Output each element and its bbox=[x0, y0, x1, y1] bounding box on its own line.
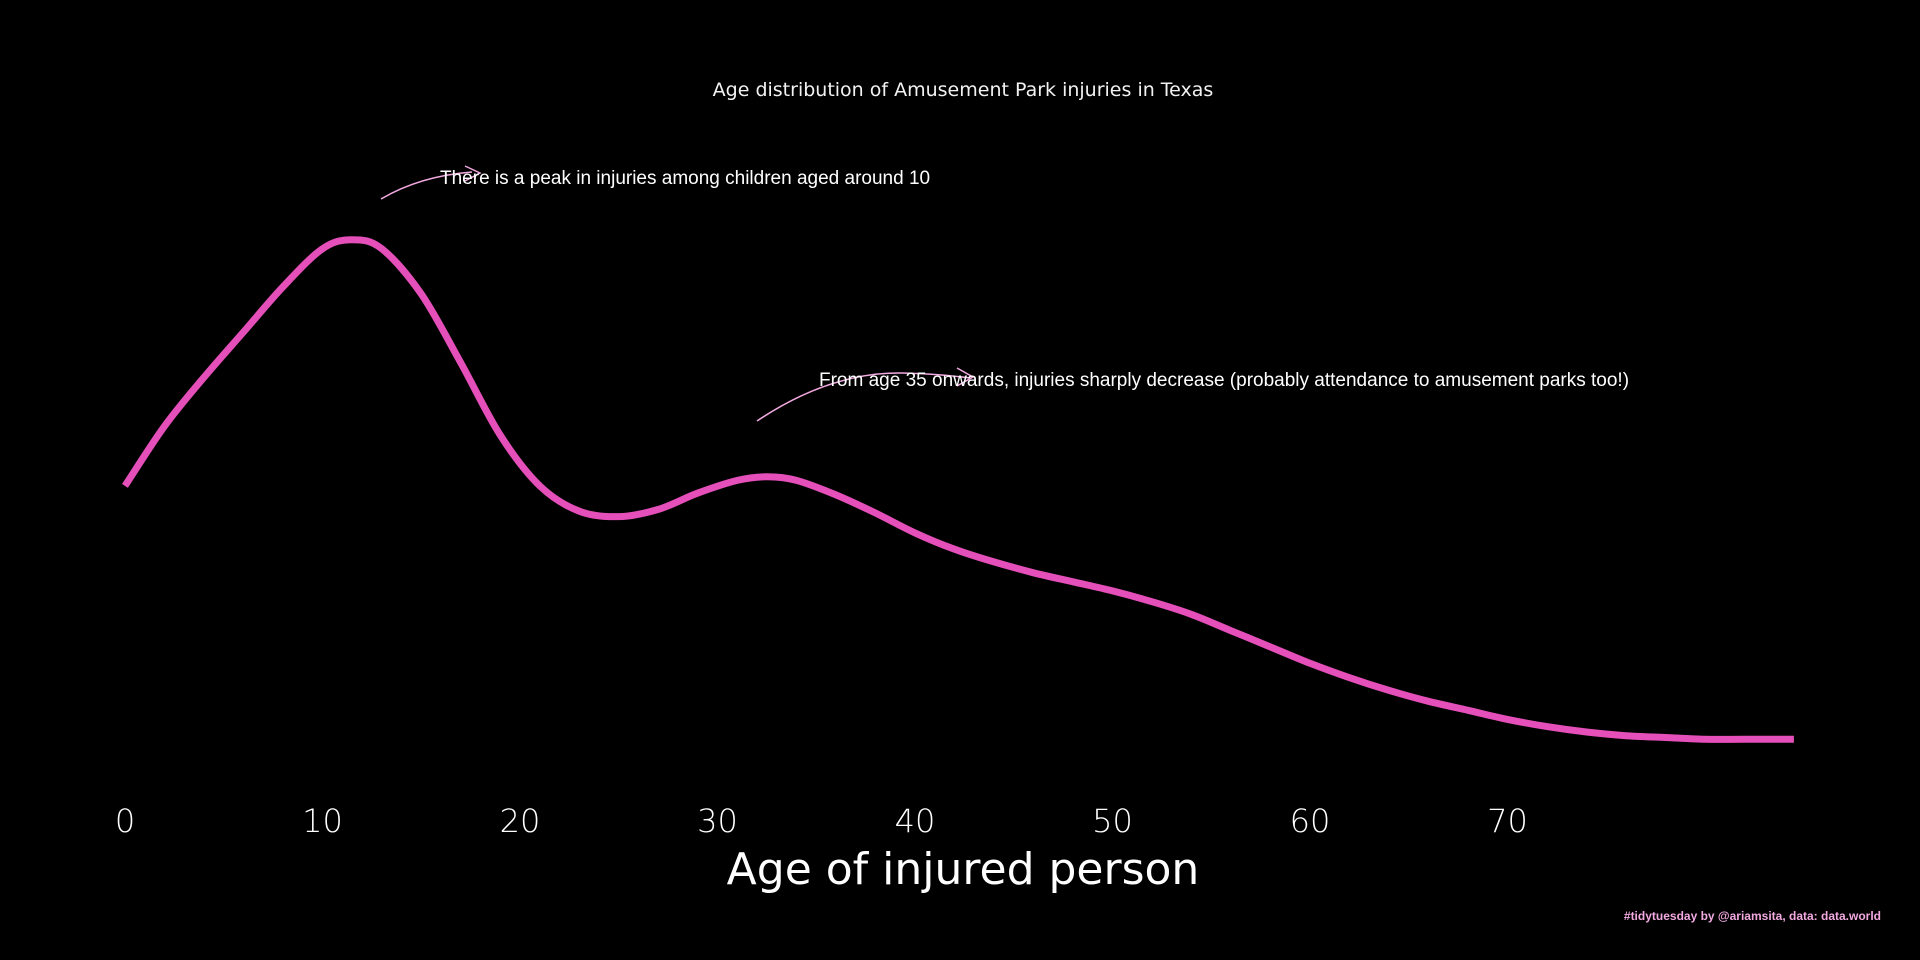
caption: #tidytuesday by @ariamsita, data: data.w… bbox=[1624, 909, 1881, 923]
x-tick-label: 10 bbox=[302, 802, 343, 840]
x-tick-label: 70 bbox=[1487, 802, 1528, 840]
annotation-arrowhead-peak bbox=[464, 165, 482, 182]
x-tick-label: 60 bbox=[1290, 802, 1331, 840]
annotation-peak: There is a peak in injuries among childr… bbox=[440, 168, 930, 189]
x-tick-label: 50 bbox=[1092, 802, 1133, 840]
density-curve bbox=[122, 236, 1794, 743]
x-axis-label: Age of injured person bbox=[727, 844, 1200, 895]
annotation-arrow-peak bbox=[380, 171, 473, 200]
annotation-decrease: From age 35 onwards, injuries sharply de… bbox=[819, 370, 1629, 391]
chart-title: Age distribution of Amusement Park injur… bbox=[713, 79, 1214, 101]
curve-layer bbox=[122, 236, 1794, 743]
annotation-arrowhead-decrease bbox=[956, 367, 975, 387]
x-tick-label: 0 bbox=[115, 802, 135, 840]
x-tick-label: 40 bbox=[895, 802, 936, 840]
x-tick-label: 20 bbox=[500, 802, 541, 840]
x-axis-ticks: 0 10 20 30 40 50 60 70 bbox=[115, 802, 1528, 840]
x-tick-label: 30 bbox=[697, 802, 738, 840]
annotation-arrow-decrease bbox=[756, 372, 971, 422]
